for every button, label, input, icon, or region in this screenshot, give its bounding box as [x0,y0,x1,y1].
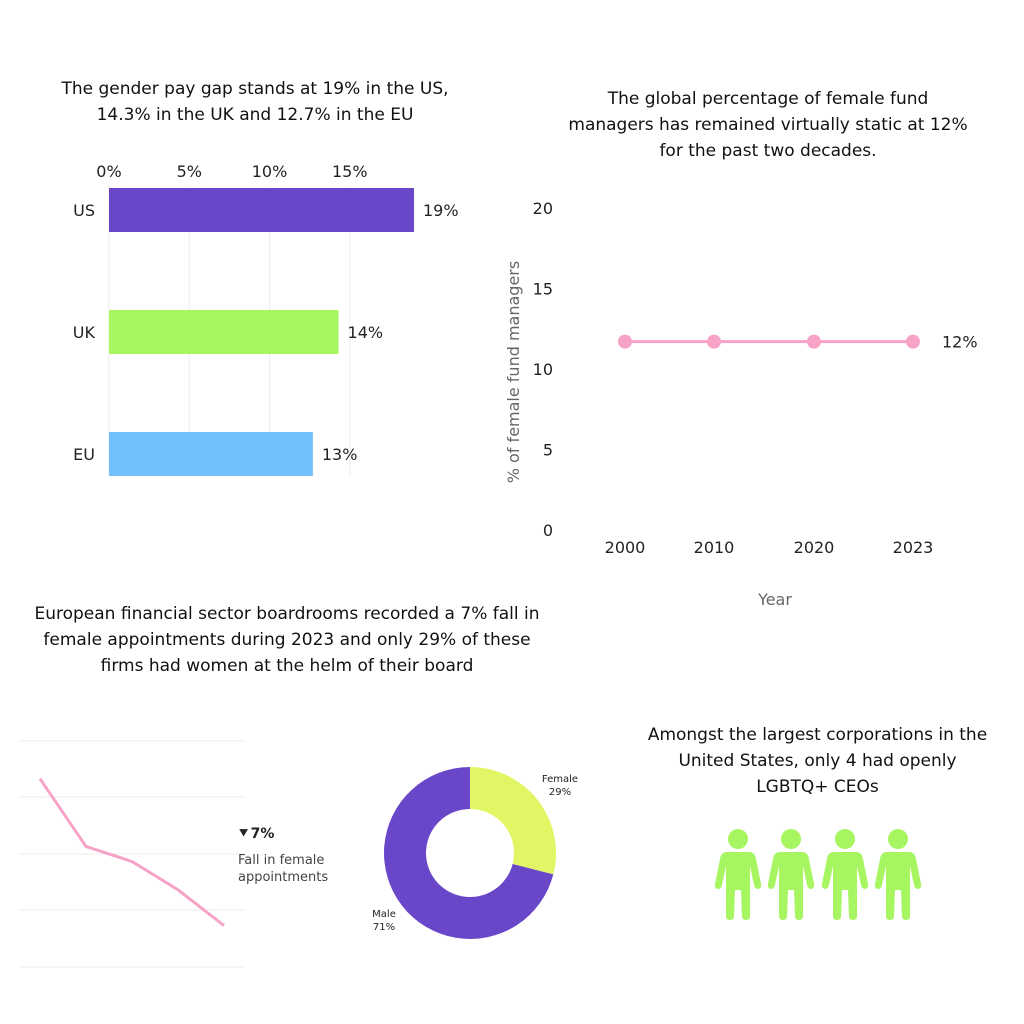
fall-value-text: 7% [250,826,275,842]
lgbtq-title: Amongst the largest corporations in the … [647,725,988,797]
line-y-tick-label: 0 [543,521,553,540]
line-point [906,334,920,349]
donut-label-male-name: Male [372,909,396,920]
boardrooms-title: European financial sector boardrooms rec… [34,604,540,676]
donut-label-female-name: Female [542,774,578,785]
donut-slice-female [470,767,556,875]
person-icon-row [714,828,922,920]
donut-label-female-value: 29% [549,787,571,798]
line-x-tick-label: 2000 [605,538,646,557]
line-y-tick-label: 10 [533,360,553,379]
donut-slice-male [384,767,554,940]
line-end-label: 12% [942,333,978,352]
person-icon [768,829,815,920]
fall-series-line [38,777,225,927]
double-chevron-down-icon: ⯆ [238,826,251,842]
fall-description: Fall in female appointments [238,853,329,885]
line-y-axis-title: % of female fund managers [504,261,523,483]
line-point [707,334,721,349]
line-y-tick-label: 15 [533,280,553,299]
line-y-tick-label: 20 [533,199,553,218]
line-point [807,334,821,349]
fund-managers-title: The global percentage of female fund man… [568,89,968,161]
line-x-tick-label: 2010 [694,538,735,557]
line-x-tick-label: 2023 [893,538,934,557]
line-point [618,334,632,349]
bar-category-label: UK [73,323,96,342]
bar-value-label: 14% [348,323,384,342]
donut-label-male-value: 71% [373,922,395,933]
bar-uk [109,310,339,354]
person-icon [821,829,868,920]
line-y-tick-label: 5 [543,441,553,460]
fall-callout: ⯆ 7% Fall in female appointments [238,826,358,886]
line-x-axis-title: Year [757,590,792,609]
person-icon [874,829,922,920]
bar-category-label: US [73,201,95,220]
bar-x-tick-label: 5% [177,162,202,181]
fall-value: ⯆ 7% [238,826,358,842]
bar-us [109,188,414,232]
bar-x-tick-label: 10% [252,162,288,181]
line-x-tick-label: 2020 [794,538,835,557]
pay-gap-title: The gender pay gap stands at 19% in the … [61,79,449,125]
bar-value-label: 19% [423,201,459,220]
bar-eu [109,432,313,476]
bar-x-tick-label: 15% [332,162,368,181]
bar-value-label: 13% [322,445,358,464]
bar-x-tick-label: 0% [96,162,121,181]
person-icon [714,829,762,920]
bar-category-label: EU [73,445,95,464]
